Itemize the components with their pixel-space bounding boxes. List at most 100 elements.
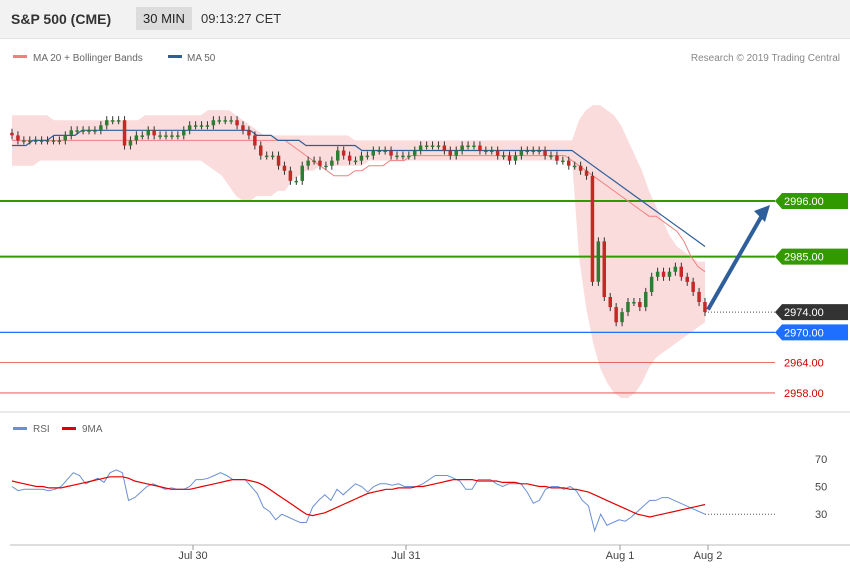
moving-averages-group [12,129,706,273]
candle-body [401,155,405,158]
forecast-arrow [706,211,766,311]
candle-body [436,145,441,147]
ma50-legend-label: MA 50 [187,53,216,64]
candle-body [377,150,381,152]
candle-body [555,155,559,161]
candle-body [602,241,606,297]
candle-body [270,155,275,158]
price-level-label: 2964.00 [784,358,824,370]
x-tick-label: Jul 30 [178,550,207,562]
price-level-label: 2958.00 [784,388,824,400]
candle-body [164,135,168,137]
candle-body [264,155,269,158]
candle-body [39,140,44,142]
rsi-group: 70 50 30 [11,454,827,533]
candle-body [697,291,701,302]
candle-body [336,150,340,161]
candle-body [134,135,139,141]
timeframe-badge[interactable]: 30 MIN [136,7,192,30]
candle-body [537,150,541,152]
candle-body [371,150,375,156]
candle-body [490,150,494,152]
candle-body [365,155,370,158]
candle-body [347,155,352,161]
candle-body [229,120,233,122]
rsi-line [11,469,706,533]
chart-header: S&P 500 (CME) 30 MIN 09:13:27 CET [0,0,850,39]
candle-body [413,150,417,156]
timestamp: 09:13:27 CET [201,11,282,26]
candle-body [626,302,630,313]
candle-body [300,165,304,181]
candle-body [472,145,476,147]
candle-body [259,145,263,156]
ma20-legend-label: MA 20 + Bollinger Bands [33,53,143,64]
candle-body [608,297,612,308]
candle-body [241,125,245,131]
candle-body [484,150,488,152]
price-level-tag [775,304,848,321]
candle-body [519,150,524,156]
candle-body [649,276,654,292]
candle-body [81,130,85,132]
candle-body [341,150,346,156]
candle-body [276,155,281,166]
candle-body [93,130,97,132]
candle-body [501,155,506,158]
candle-body [407,155,411,158]
candle-body [75,130,79,132]
candle-body [187,125,192,131]
candle-body [28,140,32,142]
ma50-legend-swatch [168,55,182,58]
candle-body [478,145,482,151]
candle-body [679,266,683,277]
price-level-label: 2996.00 [784,196,824,208]
candle-body [495,150,500,156]
credit-text: Research © 2019 Trading Central [691,53,840,64]
candle-body [105,120,109,126]
candle-body [572,165,577,168]
candle-body [442,145,447,151]
candle-body [667,271,672,277]
candle-body [584,170,589,176]
bollinger-band [12,105,705,398]
candle-body [578,165,583,171]
candle-body [152,130,156,136]
candle-body [294,180,298,183]
ma50-line [12,129,706,247]
candle-body [549,155,553,158]
forecast-arrow-group [706,205,770,311]
price-levels-group [0,200,775,394]
candle-body [176,135,180,137]
candle-body [430,145,435,147]
candle-body [199,125,204,127]
candle-body [116,120,121,122]
candle-body [448,150,452,156]
candle-body [182,130,186,136]
price-level-tag [775,324,848,341]
candle-body [288,170,293,181]
candle-body [353,160,358,163]
price-labels-group: 2996.00 2985.00 2974.00 2970.00 2964.00 2958.… [775,193,848,400]
candle-body [122,120,127,146]
ma20-line [12,139,706,273]
candle-body [703,302,707,313]
candles-group [10,116,707,327]
candle-body [644,291,648,308]
candle-body [69,130,73,136]
price-level-label: 2985.00 [784,252,824,264]
candle-body [235,120,239,126]
x-tick-label: Jul 31 [391,550,420,562]
candle-body [673,266,678,272]
candle-body [45,140,50,142]
ma20-legend-swatch [13,55,27,58]
candle-body [306,160,310,166]
candle-body [211,120,216,126]
candle-body [460,145,464,151]
price-level-label: 2974.00 [784,307,824,319]
forecast-arrow-head [754,205,770,223]
candle-body [507,155,512,161]
x-tick-label: Aug 2 [694,550,723,562]
candle-body [513,155,518,161]
candle-body [193,125,198,127]
